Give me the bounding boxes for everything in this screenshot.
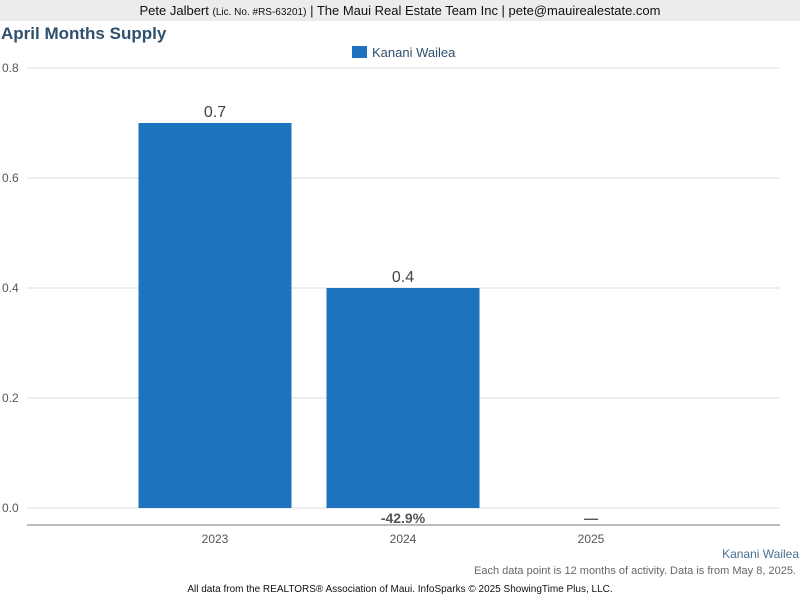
legend-label: Kanani Wailea <box>372 45 456 60</box>
change-label: — <box>584 510 598 526</box>
legend: Kanani Wailea <box>352 45 455 60</box>
license-number: (Lic. No. #RS-63201) <box>212 7 307 18</box>
footer-credit: All data from the REALTORS® Association … <box>187 584 613 595</box>
data-label: 0.4 <box>392 269 414 286</box>
data-label: 0.7 <box>204 104 226 121</box>
area-name-label: Kanani Wailea <box>722 547 799 561</box>
change-label: -42.9% <box>381 510 426 526</box>
y-tick-label: 0.8 <box>2 61 19 75</box>
bar <box>138 123 292 508</box>
y-tick-label: 0.2 <box>2 391 19 405</box>
x-tick-label: 2024 <box>390 532 417 546</box>
header-bar: Pete Jalbert (Lic. No. #RS-63201) | The … <box>0 0 800 21</box>
agent-name: Pete Jalbert <box>139 3 209 18</box>
data-note: Each data point is 12 months of activity… <box>473 565 796 577</box>
agent-contact: | The Maui Real Estate Team Inc | pete@m… <box>310 3 661 18</box>
x-tick-label: 2023 <box>202 532 229 546</box>
y-tick-label: 0.6 <box>2 171 19 185</box>
y-tick-label: 0.4 <box>2 281 19 295</box>
bar <box>326 288 480 508</box>
legend-swatch <box>352 46 367 58</box>
x-tick-label: 2025 <box>578 532 605 546</box>
chart-title: April Months Supply <box>1 24 167 43</box>
y-tick-label: 0.0 <box>2 501 19 515</box>
bar-chart: 0.0 0.2 0.4 0.6 0.8 0.7 2023 0.4 -42.9% 2024 — 2025 <box>2 61 780 546</box>
